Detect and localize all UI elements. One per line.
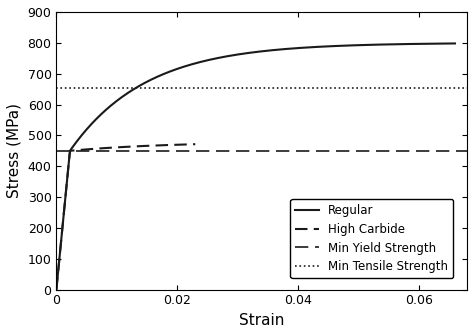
Y-axis label: Stress (MPa): Stress (MPa) [7,103,22,198]
X-axis label: Strain: Strain [239,313,284,328]
Legend: Regular, High Carbide, Min Yield Strength, Min Tensile Strength: Regular, High Carbide, Min Yield Strengt… [291,199,453,278]
